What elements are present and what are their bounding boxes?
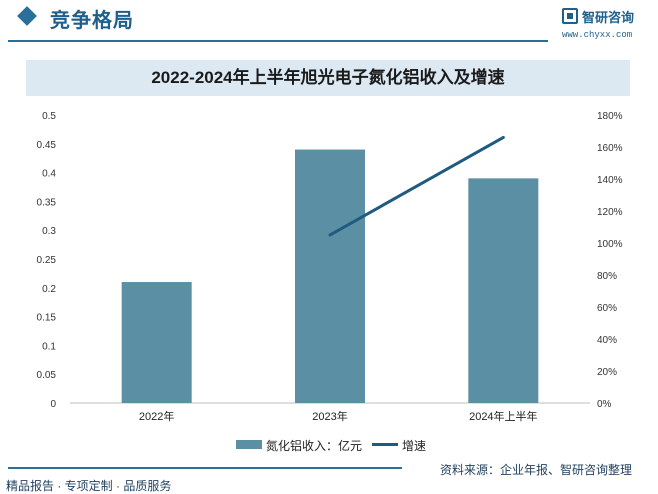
y-left-tick-label: 0.5 [42, 111, 56, 122]
y-right-tick-label: 120% [597, 207, 623, 218]
y-right-tick-label: 140% [597, 175, 623, 186]
y-right-tick-label: 20% [597, 367, 617, 378]
y-right-tick-label: 160% [597, 143, 623, 154]
diamond-icon [17, 6, 37, 26]
header-divider [8, 40, 548, 42]
bar [468, 178, 539, 403]
brand-name: 智研咨询 [582, 10, 635, 25]
y-right-tick-label: 80% [597, 271, 617, 282]
bar [295, 149, 365, 403]
y-left-tick-label: 0.05 [37, 370, 57, 381]
footer-divider [8, 467, 402, 469]
chart-plot: 0 0.05 0.1 0.15 0.2 0.25 0.3 0.35 0.4 0.45 0.5 0% 20… [37, 111, 623, 423]
bar [121, 282, 192, 403]
y-left-tick-label: 0.25 [37, 255, 57, 266]
header: 竞争格局 智研咨询 www.chyxx.com [0, 0, 658, 44]
chart-legend: 氮化铝收入：亿元 增速 [0, 436, 658, 454]
y-right-tick-label: 40% [597, 335, 617, 346]
y-right-tick-label: 100% [597, 239, 623, 250]
chart-title: 2022-2024年上半年旭光电子氮化铝收入及增速 [26, 60, 630, 96]
chart-bars [121, 149, 539, 403]
x-tick-label: 2022年 [139, 409, 174, 423]
x-tick-label: 2023年 [312, 409, 347, 423]
y-left-tick-label: 0.35 [37, 197, 57, 208]
growth-line [328, 135, 505, 237]
legend-line-swatch [372, 443, 398, 446]
section-title: 竞争格局 [50, 10, 134, 32]
y-left-tick-label: 0 [50, 399, 56, 410]
y-left-tick-label: 0.4 [42, 169, 56, 180]
legend-line-label: 增速 [402, 439, 427, 453]
y-right-tick-label: 60% [597, 303, 617, 314]
footer-tagline: 精品报告 · 专项定制 · 品质服务 [6, 479, 172, 493]
x-tick-label: 2024年上半年 [469, 409, 537, 423]
chart-labels: 0 0.05 0.1 0.15 0.2 0.25 0.3 0.35 0.4 0.45 0.5 0% 20… [37, 111, 623, 423]
source-note: 资料来源：企业年报、智研咨询整理 [440, 463, 633, 477]
y-left-tick-label: 0.15 [37, 313, 57, 324]
brand-url: www.chyxx.com [562, 30, 633, 40]
y-left-tick-label: 0.45 [37, 140, 57, 151]
y-left-tick-label: 0.1 [42, 341, 56, 352]
chart-line [328, 135, 505, 237]
legend-bar-label: 氮化铝收入：亿元 [266, 439, 363, 453]
y-left-tick-label: 0.2 [42, 284, 56, 295]
y-left-tick-label: 0.3 [42, 226, 56, 237]
brand-logo-icon [562, 8, 578, 24]
legend-bar-swatch [236, 440, 262, 449]
y-right-tick-label: 0% [597, 399, 612, 410]
y-right-tick-label: 180% [597, 111, 623, 122]
